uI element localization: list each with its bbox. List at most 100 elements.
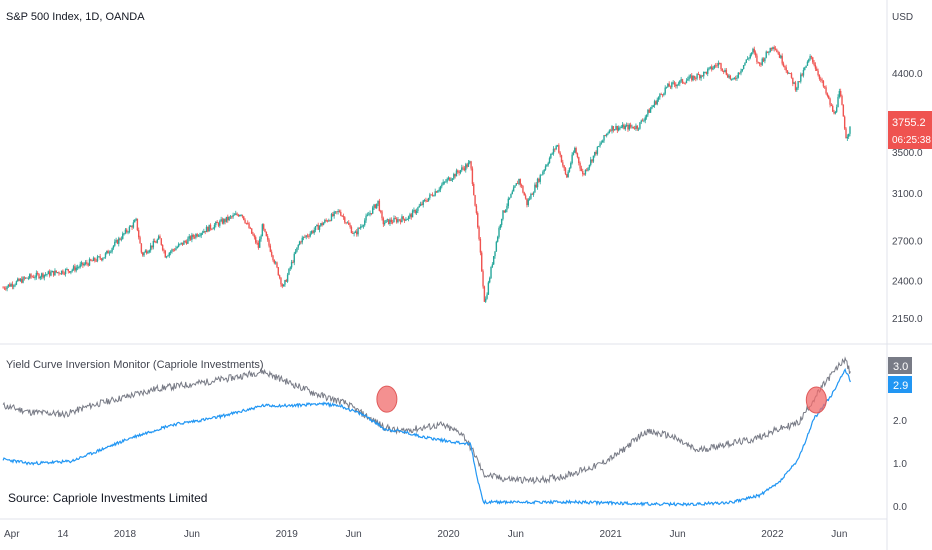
candle [648,108,650,113]
candle [684,82,686,85]
candle [467,160,470,167]
candle [846,134,849,142]
candle [346,221,349,224]
candle [173,248,176,252]
candle [781,53,783,66]
candle [604,134,607,137]
candle [711,64,713,72]
candle [313,227,315,235]
candle [615,123,617,131]
candle [701,75,704,77]
candle [78,265,80,270]
candle [87,262,89,267]
candle [500,218,503,228]
candle [276,261,278,269]
indicator-badge-gray: 3.0 [888,357,912,374]
candle [512,185,515,192]
candle [798,81,801,83]
candle [143,251,145,257]
candle [221,217,224,225]
candle [328,218,330,222]
candle [520,183,523,189]
candle [216,220,218,224]
time-tick-label: 2018 [114,529,137,540]
candle [115,237,117,243]
candle [568,167,571,173]
candle [546,164,548,167]
candle [264,228,266,233]
candle [809,54,811,61]
candle [584,169,587,176]
candle [764,57,766,64]
candle [312,229,314,234]
candle [485,296,487,303]
candle [112,245,115,250]
series-gray-line [2,356,851,485]
candle [168,251,170,258]
candle [201,230,204,236]
candle [482,269,484,289]
candle [60,270,63,276]
candle [594,151,596,158]
candle [19,278,22,282]
candle [135,217,137,221]
candle [149,242,152,253]
candle [159,234,161,239]
candle [418,203,420,208]
candle [595,150,597,156]
candle [635,123,637,131]
candle [399,218,402,225]
candle [619,125,621,131]
bar-countdown: 06:25:38 [892,135,931,146]
time-axis-ticks: Apr 14 2018 Jun 2019 Jun 2020 Jun 2021 Jun 2022 Jun [4,529,847,540]
candle [161,244,164,252]
candle [700,74,702,81]
candle [808,58,810,63]
candle [555,144,557,151]
candle [373,203,375,210]
candle [118,236,120,247]
candle [114,239,116,247]
candle [571,152,573,165]
candle [732,77,734,81]
candle [603,134,605,143]
candle [277,266,280,276]
candle [491,262,494,269]
candle [153,238,156,243]
candle [43,274,46,281]
candle [821,77,823,84]
candle [205,225,208,233]
candle [274,260,277,265]
candle [649,106,652,113]
candle [817,68,819,77]
candle [744,62,746,66]
candle [439,185,442,193]
candle [59,273,61,275]
candle [25,277,27,280]
candle [766,51,769,54]
candle [7,284,10,288]
candle [487,280,490,295]
candle [278,274,281,280]
price-tick-label: 4400.0 [892,69,923,80]
candle [765,50,767,59]
candle [503,210,506,213]
candle [659,92,661,100]
candle [256,240,258,245]
candle [95,258,97,263]
candle [494,251,496,259]
candle [587,167,589,172]
candle [177,242,180,248]
candle [776,48,778,53]
candle [249,226,252,230]
candle [292,260,294,264]
inversion-markers [376,385,827,414]
candle [826,92,829,98]
candle [324,218,326,224]
candle [579,161,581,172]
candle [828,94,830,100]
candle [172,248,174,252]
candle [337,208,339,215]
candle [721,68,724,72]
time-tick-label: Jun [346,529,362,540]
